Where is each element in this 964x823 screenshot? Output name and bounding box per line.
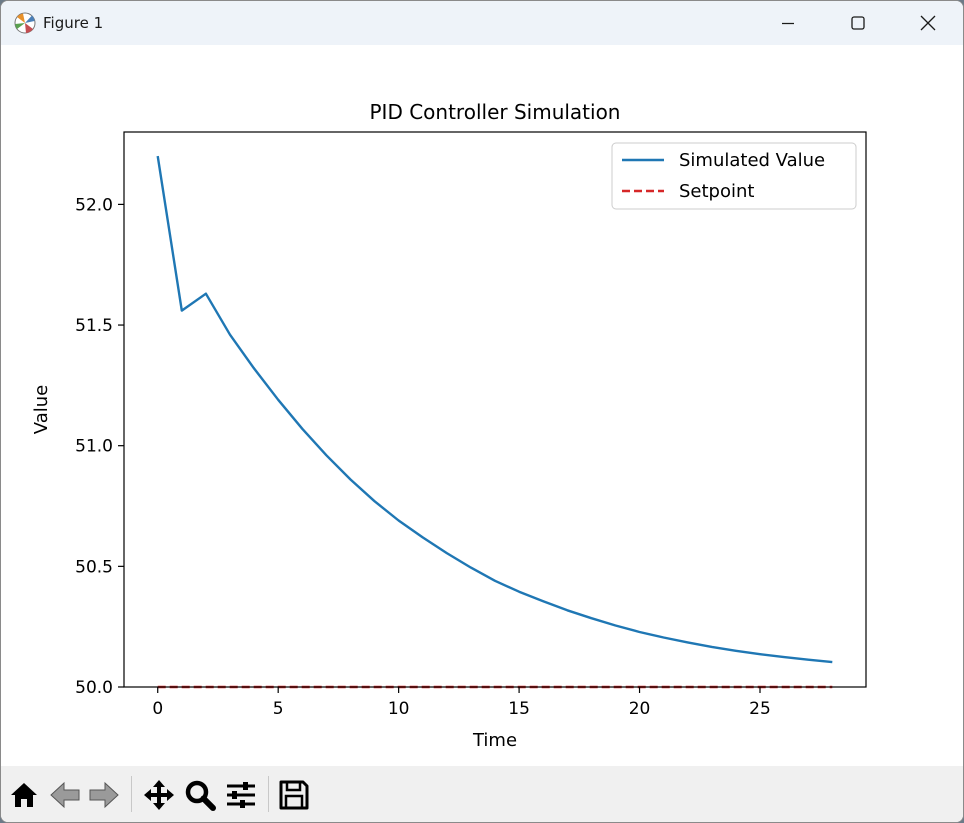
x-tick-label: 20	[629, 699, 651, 719]
x-tick-label: 5	[273, 699, 284, 719]
back-arrow-icon	[50, 781, 80, 809]
maximize-button[interactable]	[823, 1, 893, 45]
series-line-simulated-value	[156, 155, 833, 664]
home-button[interactable]	[7, 778, 41, 812]
pan-icon	[144, 780, 174, 810]
y-axis-label: Value	[31, 385, 52, 434]
navigation-toolbar	[1, 766, 963, 822]
y-tick-label: 50.5	[75, 557, 113, 577]
title-bar[interactable]: Figure 1	[1, 1, 963, 45]
x-axis-label: Time	[472, 730, 517, 751]
chart-title: PID Controller Simulation	[370, 100, 621, 124]
toolbar-separator	[268, 776, 269, 812]
maximize-icon	[851, 16, 865, 30]
forward-arrow-icon	[89, 781, 119, 809]
x-tick-label: 0	[152, 699, 163, 719]
matplotlib-icon	[14, 12, 36, 34]
window-title: Figure 1	[43, 14, 104, 32]
legend-label-setpoint: Setpoint	[679, 181, 754, 202]
y-tick-label: 51.0	[75, 437, 113, 457]
subplots-icon	[227, 782, 255, 808]
x-tick-label: 15	[508, 699, 530, 719]
x-tick-label: 10	[388, 699, 410, 719]
x-tick-label: 25	[749, 699, 771, 719]
legend-frame	[611, 142, 857, 210]
line-chart: PID Controller Simulation 0 5 10 15 20 25 50.0…	[31, 100, 867, 751]
minimize-icon	[782, 22, 794, 25]
zoom-button[interactable]	[183, 778, 217, 812]
figure-canvas[interactable]: PID Controller Simulation 0 5 10 15 20 25 50.0…	[1, 45, 963, 766]
pan-button[interactable]	[142, 778, 176, 812]
close-icon	[920, 15, 936, 31]
toolbar-separator	[131, 776, 132, 812]
save-button[interactable]	[277, 778, 311, 812]
zoom-icon	[185, 780, 216, 811]
minimize-button[interactable]	[753, 1, 823, 45]
forward-button[interactable]	[87, 778, 121, 812]
configure-subplots-button[interactable]	[224, 778, 258, 812]
home-icon	[11, 783, 37, 807]
legend: Simulated Value Setpoint	[611, 142, 857, 210]
close-button[interactable]	[893, 1, 963, 45]
save-icon	[279, 780, 309, 810]
y-tick-label: 50.0	[75, 678, 113, 698]
y-tick-label: 52.0	[75, 195, 113, 215]
back-button[interactable]	[48, 778, 82, 812]
y-tick-label: 51.5	[75, 316, 113, 336]
axes-frame	[123, 131, 867, 688]
legend-label-simulated-value: Simulated Value	[679, 150, 825, 171]
